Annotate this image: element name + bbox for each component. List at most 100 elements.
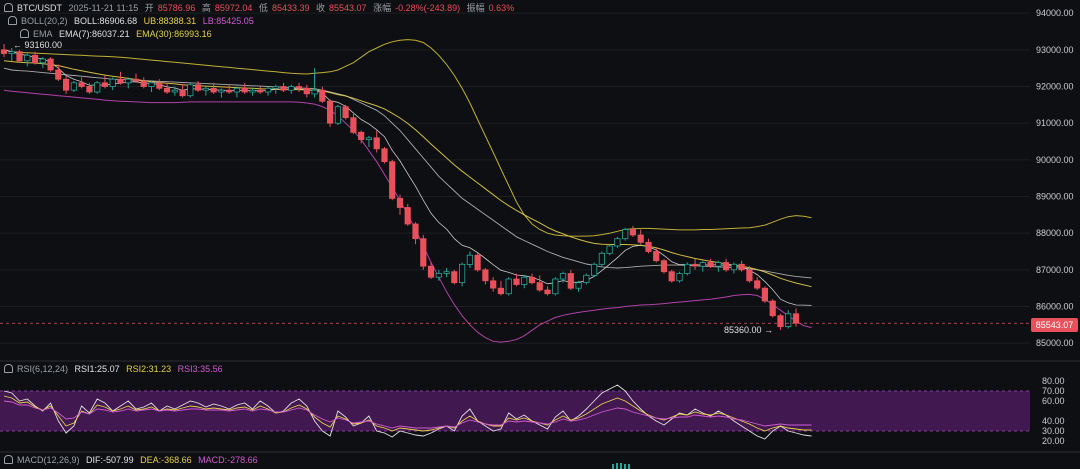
candle-body xyxy=(707,262,714,267)
candle-body xyxy=(559,273,567,280)
datetime-label: 2025-11-21 11:15 xyxy=(68,3,139,13)
high-value: 85972.04 xyxy=(214,3,253,13)
candle-body xyxy=(738,263,745,271)
candle-body xyxy=(295,86,303,89)
candle-body xyxy=(132,78,140,82)
candle-body xyxy=(645,241,652,252)
candle-body xyxy=(754,280,761,289)
candle-body xyxy=(699,262,706,267)
candle-body xyxy=(342,106,349,119)
open-label: 开 xyxy=(144,3,154,13)
y-tick-label: 91000.00 xyxy=(1036,118,1074,128)
candle-body xyxy=(334,106,342,124)
candle-body xyxy=(785,313,792,327)
rsi2-value: RSI2:31.23 xyxy=(126,364,172,374)
rsi1-value: RSI1:25.07 xyxy=(74,364,120,374)
candle-body xyxy=(591,263,598,276)
rsi-band xyxy=(0,391,1030,431)
candle-body xyxy=(226,89,233,93)
candle-body xyxy=(552,278,559,295)
candle-body xyxy=(140,80,147,87)
rsi-line-rsi2 xyxy=(3,395,812,432)
candle-body xyxy=(373,137,380,150)
boll-bell-icon[interactable] xyxy=(8,16,17,25)
candle-body xyxy=(412,223,419,240)
candle-body xyxy=(451,271,458,284)
candle-body xyxy=(249,89,256,93)
candle-body xyxy=(350,117,357,133)
candle-body xyxy=(156,82,163,89)
ema-name[interactable]: EMA xyxy=(33,29,53,39)
candle-body xyxy=(381,148,388,163)
candle-body xyxy=(16,51,23,62)
rsi-name[interactable]: RSI(6,12,24) xyxy=(17,364,69,374)
rsi3-value: RSI3:35.56 xyxy=(177,364,223,374)
candle-body xyxy=(404,207,411,225)
main-grid xyxy=(0,12,1030,344)
candle-body xyxy=(171,89,178,93)
rsi-tick-label: 40.00 xyxy=(1042,416,1065,426)
candle-body xyxy=(653,251,660,262)
candle-body xyxy=(31,54,39,63)
low-annotation: 85360.00 → xyxy=(724,325,774,335)
boll-name[interactable]: BOLL(20,2) xyxy=(21,16,68,26)
candle-body xyxy=(777,315,784,328)
close-value: 85543.07 xyxy=(329,3,367,13)
candle-body xyxy=(684,263,691,274)
rsi-tick-label: 30.00 xyxy=(1042,426,1065,436)
candle-body xyxy=(39,58,46,64)
series-line-ema-7 xyxy=(3,49,812,306)
candle-body xyxy=(319,89,326,102)
macd-bell-icon[interactable] xyxy=(4,455,13,464)
macd-name[interactable]: MACD(12,26,9) xyxy=(17,455,80,465)
candle-body xyxy=(117,78,124,84)
candle-body xyxy=(187,84,194,97)
change-value: -0.28%(-243.89) xyxy=(395,3,461,13)
candle-body xyxy=(233,87,240,93)
ema-bell-icon[interactable] xyxy=(20,29,29,38)
dif-value: DIF:-507.99 xyxy=(86,455,134,465)
alert-bell-icon[interactable] xyxy=(4,3,13,12)
y-tick-label: 90000.00 xyxy=(1036,155,1074,165)
y-tick-label: 89000.00 xyxy=(1036,192,1074,202)
candle-body xyxy=(676,273,683,282)
rsi-tick-label: 80.00 xyxy=(1042,376,1065,386)
rsi-tick-label: 60.00 xyxy=(1042,396,1065,406)
candle-layer xyxy=(0,43,800,330)
candle-body xyxy=(761,287,769,302)
y-tick-label: 85000.00 xyxy=(1036,338,1074,348)
candle-body xyxy=(505,278,512,295)
candle-body xyxy=(78,82,85,87)
candle-body xyxy=(490,280,497,289)
rsi-bell-icon[interactable] xyxy=(4,364,13,373)
candle-body xyxy=(536,282,543,291)
candle-body xyxy=(389,161,396,199)
macd-value: MACD:-278.66 xyxy=(198,455,258,465)
macd-bar xyxy=(616,463,618,469)
candle-body xyxy=(466,254,474,265)
candle-body xyxy=(202,87,209,91)
low-value: 85433.39 xyxy=(271,3,310,13)
rsi-tick-label: 20.00 xyxy=(1042,436,1065,446)
macd-bar xyxy=(612,464,614,469)
candle-body xyxy=(474,254,481,271)
y-tick-label: 87000.00 xyxy=(1036,265,1074,275)
change-label: 涨幅 xyxy=(373,3,392,13)
candle-body xyxy=(723,262,730,271)
candle-body xyxy=(691,263,699,267)
candle-body xyxy=(55,69,62,80)
candle-body xyxy=(614,238,621,247)
dea-value: DEA:-368.66 xyxy=(140,455,192,465)
low-label: 低 xyxy=(258,3,268,13)
candle-body xyxy=(443,271,450,274)
candle-body xyxy=(272,86,279,89)
candle-body xyxy=(194,84,202,91)
candle-body xyxy=(637,234,644,243)
candle-body xyxy=(583,274,590,283)
macd-bar xyxy=(628,464,630,469)
candle-body xyxy=(567,273,574,289)
macd-bar xyxy=(620,463,622,469)
candle-body xyxy=(24,54,31,62)
candle-body xyxy=(435,273,442,278)
